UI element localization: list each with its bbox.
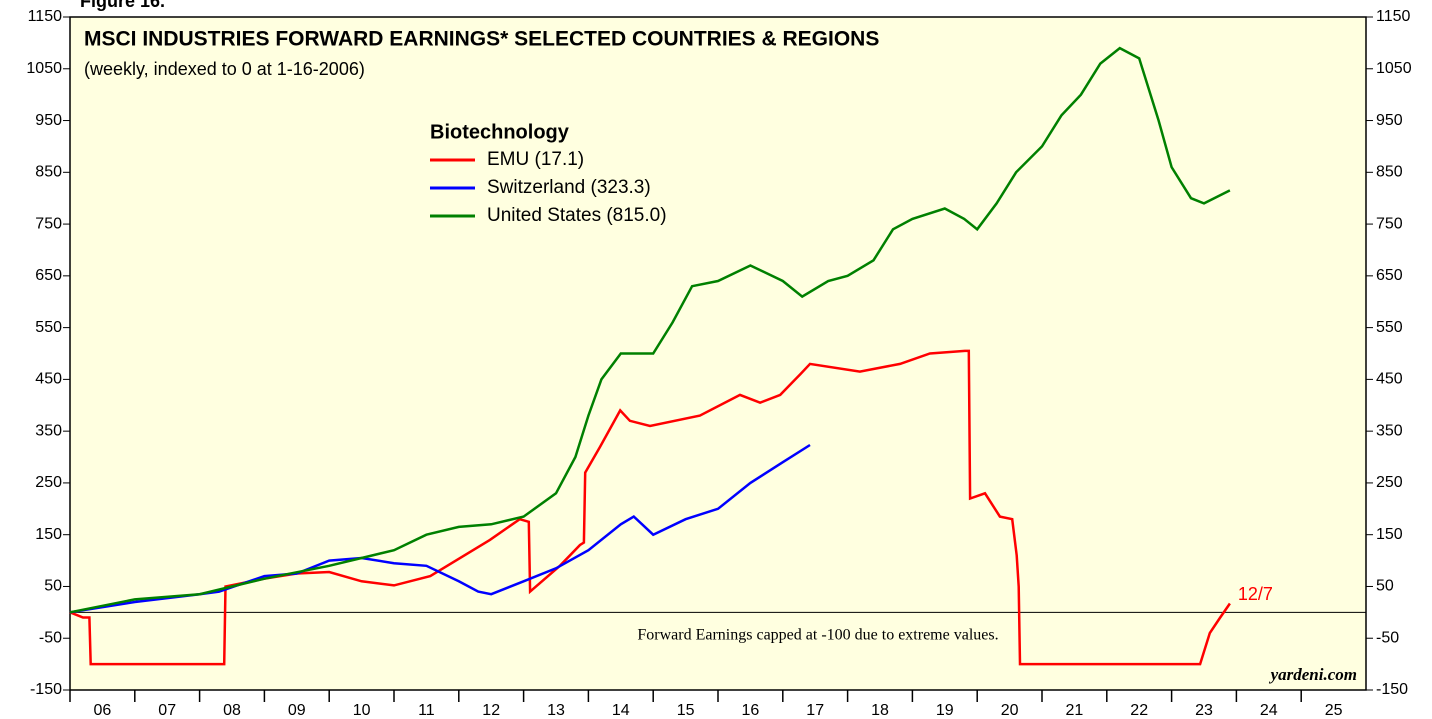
- plot-area: [69, 16, 1367, 691]
- subtitle: (weekly, indexed to 0 at 1-16-2006): [84, 59, 365, 79]
- x-tick-label: 13: [547, 702, 565, 719]
- y2-tick-label: 750: [1376, 215, 1403, 232]
- chart-title: MSCI INDUSTRIES FORWARD EARNINGS* SELECT…: [84, 28, 879, 51]
- y2-tick-label: 150: [1376, 526, 1403, 543]
- y2-tick-label: 650: [1376, 267, 1403, 284]
- y-tick-label: -50: [39, 629, 62, 646]
- y2-tick-label: 50: [1376, 578, 1394, 595]
- x-tick-label: 08: [223, 702, 241, 719]
- x-tick-label: 16: [742, 702, 760, 719]
- y-tick-label: -150: [30, 681, 62, 698]
- x-tick-label: 25: [1325, 702, 1343, 719]
- y-tick-label: 950: [35, 112, 62, 129]
- y-tick-label: 1050: [26, 60, 62, 77]
- y-tick-label: 50: [44, 578, 62, 595]
- x-tick-label: 22: [1130, 702, 1148, 719]
- x-tick-label: 21: [1066, 702, 1084, 719]
- x-tick-label: 09: [288, 702, 306, 719]
- x-tick-label: 07: [158, 702, 176, 719]
- y-tick-label: 850: [35, 164, 62, 181]
- y2-tick-label: -150: [1376, 681, 1408, 698]
- legend-label: United States (815.0): [487, 205, 667, 226]
- y2-tick-label: 350: [1376, 422, 1403, 439]
- y-tick-label: 250: [35, 474, 62, 491]
- y-tick-label: 1150: [28, 8, 63, 25]
- x-tick-label: 20: [1001, 702, 1019, 719]
- series-line: [69, 46, 1231, 614]
- series-line: [69, 443, 811, 614]
- note: Forward Earnings capped at -100 due to e…: [637, 627, 998, 644]
- series-line: [69, 349, 1231, 666]
- y-tick-label: 750: [35, 215, 62, 232]
- y2-tick-label: 950: [1376, 112, 1403, 129]
- y2-tick-label: 550: [1376, 319, 1403, 336]
- end-label: 12/7: [1238, 584, 1273, 604]
- x-tick-label: 11: [418, 702, 435, 719]
- y2-tick-label: 1150: [1376, 8, 1411, 25]
- y-tick-label: 550: [35, 319, 62, 336]
- x-tick-label: 23: [1195, 702, 1213, 719]
- y2-tick-label: 250: [1376, 474, 1403, 491]
- y2-tick-label: 450: [1376, 371, 1403, 388]
- x-tick-label: 18: [871, 702, 889, 719]
- x-tick-label: 14: [612, 702, 630, 719]
- x-tick-label: 06: [94, 702, 112, 719]
- y2-tick-label: 1050: [1376, 60, 1412, 77]
- x-tick-label: 19: [936, 702, 954, 719]
- legend-label: Switzerland (323.3): [487, 177, 651, 198]
- x-tick-label: 15: [677, 702, 695, 719]
- x-tick-label: 12: [482, 702, 500, 719]
- source: yardeni.com: [1269, 665, 1357, 684]
- y-tick-label: 350: [35, 422, 62, 439]
- y2-tick-label: -50: [1376, 629, 1399, 646]
- x-tick-label: 10: [353, 702, 371, 719]
- figure-label: Figure 16.: [80, 0, 165, 11]
- legend-title: Biotechnology: [430, 121, 570, 143]
- legend-label: EMU (17.1): [487, 149, 584, 170]
- y-tick-label: 150: [35, 526, 62, 543]
- y-tick-label: 450: [35, 371, 62, 388]
- y-tick-label: 650: [35, 267, 62, 284]
- y2-tick-label: 850: [1376, 164, 1403, 181]
- x-tick-label: 24: [1260, 702, 1278, 719]
- x-tick-label: 17: [806, 702, 824, 719]
